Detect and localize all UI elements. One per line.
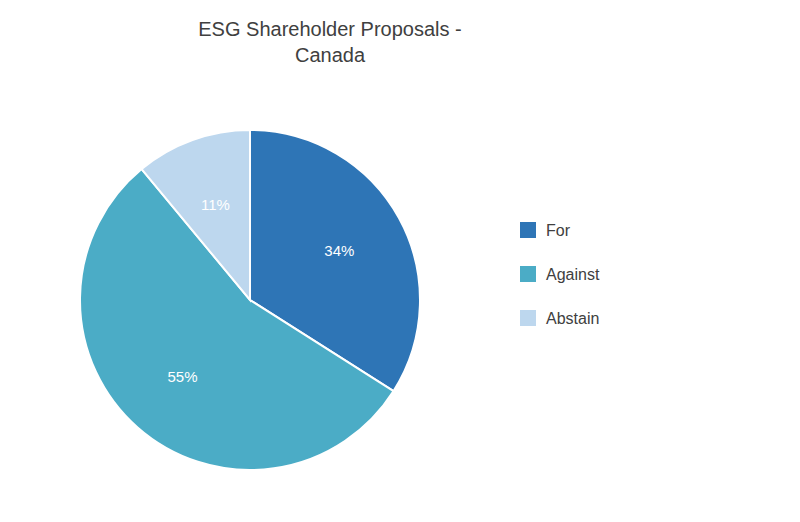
data-label: 11% <box>201 196 230 213</box>
legend-label: For <box>546 222 571 239</box>
title-line: Canada <box>295 44 366 66</box>
pie <box>80 130 420 470</box>
title-line: ESG Shareholder Proposals - <box>198 18 461 40</box>
legend-label: Against <box>546 266 600 283</box>
legend: For Against Abstain <box>520 222 600 327</box>
slice <box>142 130 250 300</box>
data-label: 55% <box>168 368 198 385</box>
data-label: 34% <box>324 242 354 259</box>
legend-swatch <box>520 222 536 238</box>
legend-item: Abstain <box>520 310 599 327</box>
legend-swatch <box>520 266 536 282</box>
legend-item: Against <box>520 266 600 283</box>
legend-swatch <box>520 310 536 326</box>
chart: ESG Shareholder Proposals - Canada 34% 55% 1… <box>0 0 800 522</box>
legend-label: Abstain <box>546 310 599 327</box>
title: ESG Shareholder Proposals - Canada <box>198 18 461 66</box>
legend-item: For <box>520 222 571 239</box>
data-labels: 34% 55% 11% <box>168 196 355 385</box>
